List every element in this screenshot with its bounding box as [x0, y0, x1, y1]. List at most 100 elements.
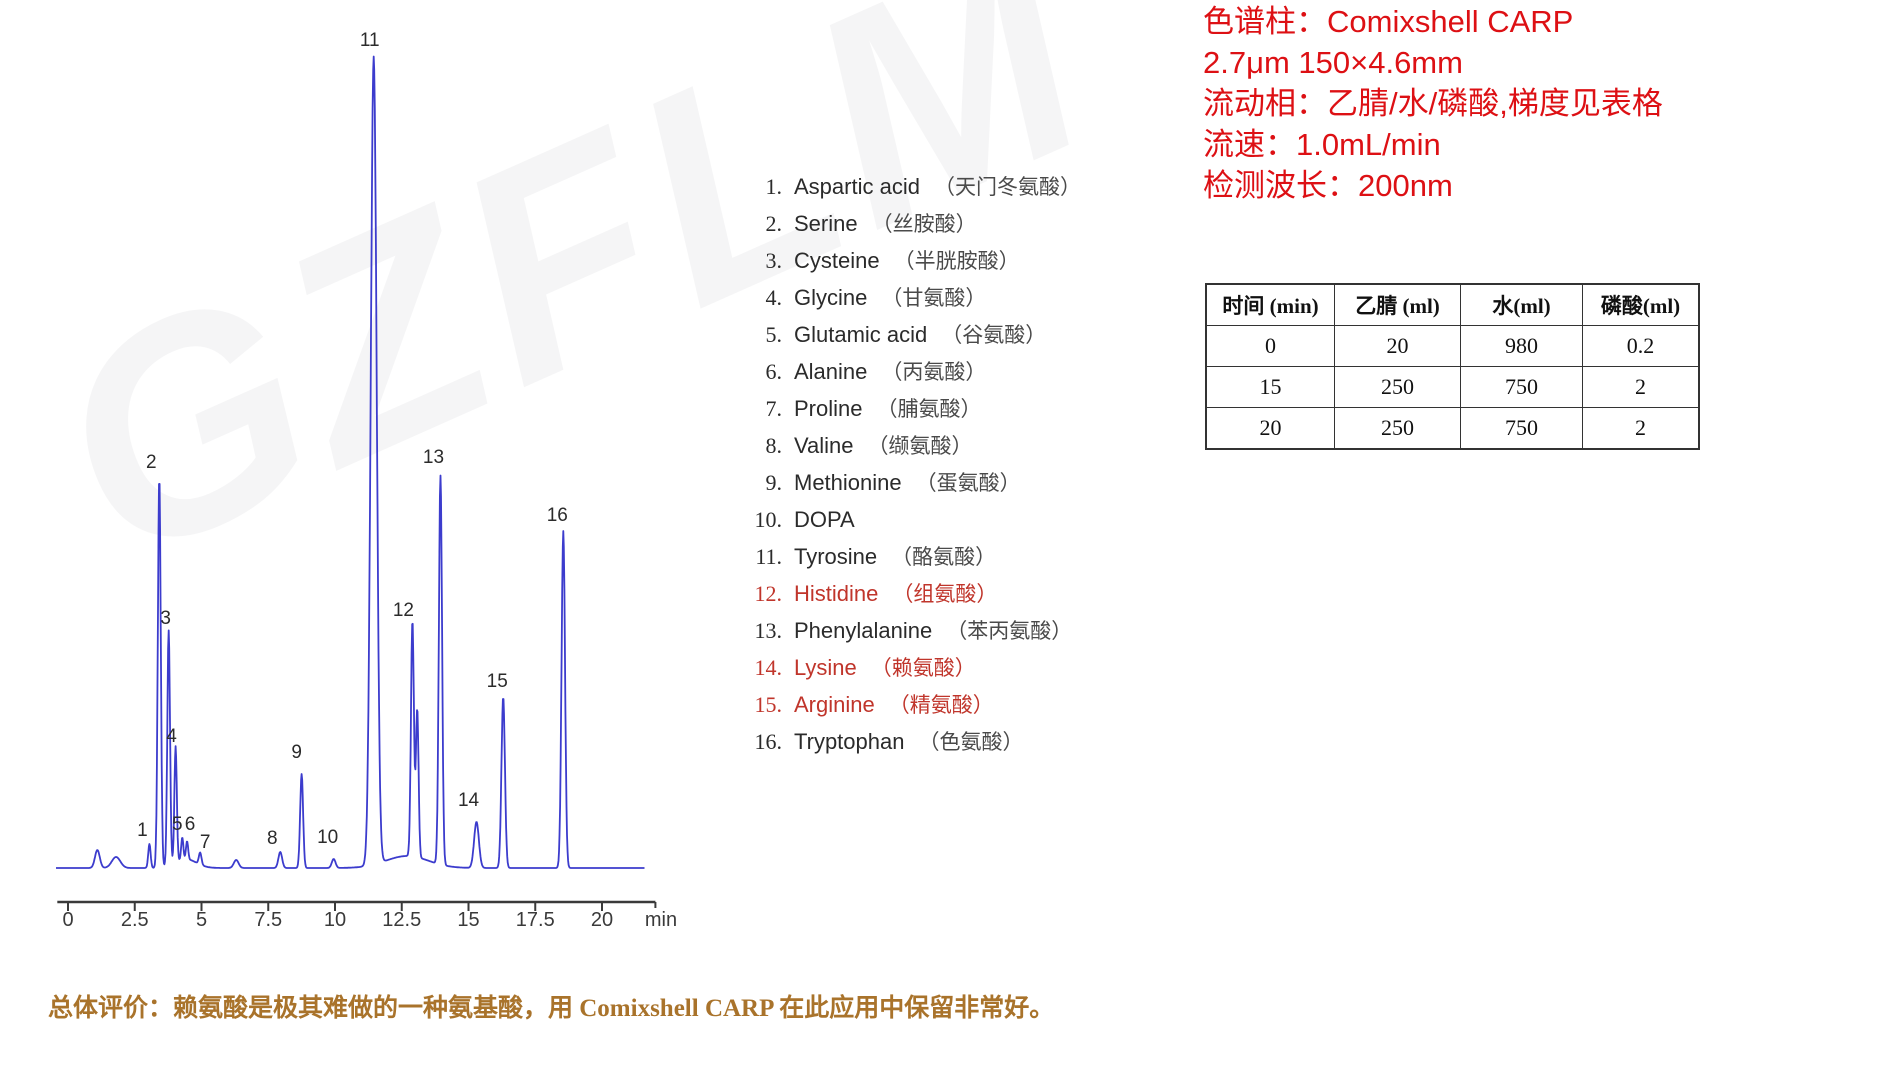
legend-item-number: 4.	[765, 285, 783, 310]
legend-compound-chinese-name: （半胱胺酸）	[893, 249, 1020, 273]
gradient-table-body: 0 20 980 0.2 15 250 750 2 20 250 750 2	[1205, 325, 1700, 450]
legend-item-number: 13.	[754, 618, 783, 643]
condition-line-column: 色谱柱：Comixshell CARP	[1203, 4, 1574, 39]
legend-item-15: 15. Arginine （精氨酸）	[748, 686, 1081, 723]
legend-item-number: 12.	[754, 581, 783, 606]
legend-item-4: 4. Glycine （甘氨酸）	[748, 279, 1081, 316]
peak-label-2: 2	[146, 452, 157, 473]
legend-item-number: 9.	[765, 470, 783, 495]
gradient-table-cell: 250	[1334, 407, 1461, 450]
legend-item-5: 5. Glutamic acid （谷氨酸）	[748, 316, 1081, 353]
legend-compound-chinese-name: （脯氨酸）	[876, 397, 982, 421]
gradient-table-cell: 0.2	[1582, 325, 1700, 367]
legend-compound-name: DOPA	[794, 507, 855, 532]
x-axis-unit-label: min	[645, 909, 677, 931]
peak-label-7: 7	[200, 832, 211, 853]
gradient-table: 时间 (min) 乙腈 (ml) 水(ml) 磷酸(ml) 0 20 980 0.2 15 25…	[1205, 283, 1700, 450]
legend-compound-name: Serine	[794, 211, 858, 236]
legend-compound-chinese-name: （赖氨酸）	[870, 656, 976, 680]
gradient-table-row: 20 250 750 2	[1205, 407, 1700, 450]
legend-compound-chinese-name: （谷氨酸）	[941, 323, 1047, 347]
gradient-col-header: 乙腈 (ml)	[1334, 283, 1461, 326]
peak-label-11: 11	[360, 30, 380, 51]
legend-compound-name: Methionine	[794, 470, 902, 495]
legend-item-8: 8. Valine （缬氨酸）	[748, 427, 1081, 464]
gradient-table-row: 0 20 980 0.2	[1205, 325, 1700, 367]
gradient-table-cell: 750	[1460, 407, 1583, 450]
legend-compound-name: Glutamic acid	[794, 322, 928, 347]
legend-compound-chinese-name: （苯丙氨酸）	[946, 619, 1073, 643]
legend-compound-chinese-name: （丝胺酸）	[871, 212, 977, 236]
gradient-table-cell: 250	[1334, 366, 1461, 408]
gradient-table-cell: 2	[1582, 407, 1700, 450]
legend-item-9: 9. Methionine （蛋氨酸）	[748, 464, 1081, 501]
legend-compound-chinese-name: （组氨酸）	[892, 582, 998, 606]
gradient-col-header: 水(ml)	[1460, 283, 1583, 326]
condition-line-wavelength: 检测波长：200nm	[1203, 168, 1453, 203]
peak-label-9: 9	[291, 742, 302, 763]
x-tick-label: 10	[324, 909, 346, 931]
gradient-table-cell: 750	[1460, 366, 1583, 408]
legend-compound-name: Histidine	[794, 581, 879, 606]
legend-item-number: 6.	[765, 359, 783, 384]
legend-item-3: 3. Cysteine （半胱胺酸）	[748, 242, 1081, 279]
legend-compound-chinese-name: （缬氨酸）	[867, 434, 973, 458]
legend-compound-name: Proline	[794, 396, 863, 421]
legend-compound-chinese-name: （丙氨酸）	[881, 360, 987, 384]
condition-line-flowrate: 流速：1.0mL/min	[1203, 127, 1441, 162]
legend-compound-chinese-name: （甘氨酸）	[881, 286, 987, 310]
legend-item-number: 7.	[765, 396, 783, 421]
legend-compound-name: Aspartic acid	[794, 174, 920, 199]
peak-label-12: 12	[393, 600, 414, 621]
chromatogram-trace	[55, 55, 645, 869]
overall-evaluation: 总体评价：赖氨酸是极其难做的一种氨基酸，用 Comixshell CARP 在此…	[48, 995, 1055, 1022]
peak-label-8: 8	[267, 828, 278, 849]
conditions-block: 色谱柱：Comixshell CARP 2.7μm 150×4.6mm 流动相：…	[1203, 1, 1673, 206]
gradient-table-header: 时间 (min) 乙腈 (ml) 水(ml) 磷酸(ml)	[1205, 283, 1700, 326]
gradient-table-cell: 0	[1205, 325, 1335, 367]
gradient-table-cell: 2	[1582, 366, 1700, 408]
peak-label-13: 13	[423, 447, 444, 468]
peak-label-3: 3	[160, 608, 171, 629]
legend-item-1: 1. Aspartic acid （天门冬氨酸）	[748, 168, 1081, 205]
x-tick-label: 2.5	[121, 909, 149, 931]
legend-item-number: 16.	[754, 729, 783, 754]
legend-compound-name: Tyrosine	[794, 544, 878, 569]
legend-compound-name: Valine	[794, 433, 854, 458]
x-tick-label: 12.5	[382, 909, 421, 931]
legend-compound-chinese-name: （色氨酸）	[918, 730, 1024, 754]
peak-label-6: 6	[185, 814, 196, 835]
legend-item-12: 12. Histidine （组氨酸）	[748, 575, 1081, 612]
gradient-col-header: 时间 (min)	[1205, 283, 1335, 326]
peak-label-16: 16	[547, 505, 568, 526]
x-tick-label: 0	[62, 909, 73, 931]
peak-label-1: 1	[137, 820, 148, 841]
gradient-table-cell: 20	[1205, 407, 1335, 450]
x-tick-label: 20	[591, 909, 613, 931]
peak-label-4: 4	[166, 726, 177, 747]
legend-item-number: 3.	[765, 248, 783, 273]
legend-item-10: 10. DOPA	[748, 501, 1081, 538]
legend-item-number: 14.	[754, 655, 783, 680]
gradient-col-header: 磷酸(ml)	[1582, 283, 1700, 326]
legend-compound-chinese-name: （天门冬氨酸）	[933, 175, 1081, 199]
peak-label-15: 15	[487, 671, 508, 692]
legend-compound-name: Tryptophan	[794, 729, 905, 754]
x-tick-label: 17.5	[516, 909, 555, 931]
legend-compound-name: Arginine	[794, 692, 875, 717]
legend-item-14: 14. Lysine （赖氨酸）	[748, 649, 1081, 686]
legend-compound-name: Lysine	[794, 655, 857, 680]
gradient-table-cell: 15	[1205, 366, 1335, 408]
condition-line-dimension: 2.7μm 150×4.6mm	[1203, 45, 1463, 80]
legend-compound-name: Cysteine	[794, 248, 880, 273]
gradient-table-row: 15 250 750 2	[1205, 366, 1700, 408]
legend-compound-chinese-name: （酪氨酸）	[891, 545, 997, 569]
condition-line-mobilephase: 流动相：乙腈/水/磷酸,梯度见表格	[1203, 86, 1663, 121]
legend-item-number: 1.	[765, 174, 783, 199]
legend-compound-chinese-name: （蛋氨酸）	[915, 471, 1021, 495]
legend-item-13: 13. Phenylalanine （苯丙氨酸）	[748, 612, 1081, 649]
gradient-table-cell: 20	[1334, 325, 1461, 367]
peak-legend: 1. Aspartic acid （天门冬氨酸） 2. Serine （丝胺酸） 3. Cys…	[748, 168, 1081, 760]
